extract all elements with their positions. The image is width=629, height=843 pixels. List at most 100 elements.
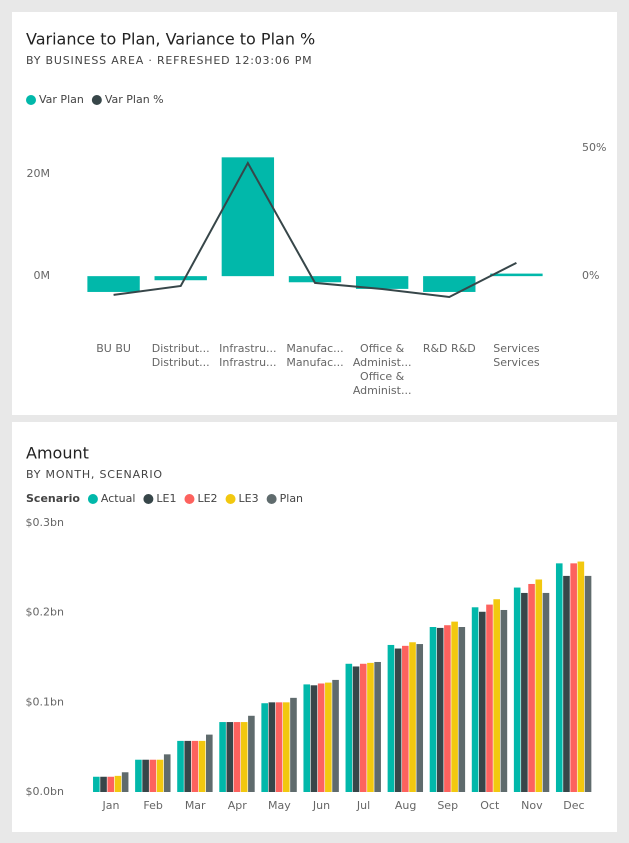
x-tick-label: Aug xyxy=(395,799,416,812)
bar xyxy=(451,621,458,792)
bar xyxy=(394,648,402,792)
bar xyxy=(219,722,226,792)
x-tick-label: Manufac... xyxy=(286,342,343,355)
bar xyxy=(226,722,234,792)
x-tick-label: Jun xyxy=(312,799,330,812)
bar xyxy=(332,679,339,792)
y-tick-label: 20M xyxy=(27,167,51,180)
bar xyxy=(93,776,100,792)
bar xyxy=(402,645,409,792)
bar xyxy=(290,697,297,792)
bar xyxy=(458,627,466,792)
chart-title: Amount xyxy=(26,444,89,463)
bar xyxy=(310,685,318,792)
bar xyxy=(282,702,290,792)
bar xyxy=(121,772,129,792)
x-tick-label: Infrastru... xyxy=(219,356,276,369)
legend-label: LE2 xyxy=(197,492,217,505)
chart-subtitle: BY BUSINESS AREA · REFRESHED 12:03:06 PM xyxy=(26,54,312,67)
bar xyxy=(154,276,207,281)
bar xyxy=(493,599,500,792)
legend-marker xyxy=(87,494,98,504)
bar xyxy=(409,642,416,792)
legend-marker xyxy=(26,95,36,105)
x-tick-label: Sep xyxy=(437,799,458,812)
bar xyxy=(521,592,528,792)
x-tick-label: May xyxy=(268,799,291,812)
chart-title: Variance to Plan, Variance to Plan % xyxy=(26,30,315,49)
legend-marker xyxy=(184,494,195,504)
bar xyxy=(374,661,381,792)
bar xyxy=(486,604,493,792)
x-tick-label: BU BU xyxy=(96,342,131,355)
bar xyxy=(563,575,570,792)
bar xyxy=(478,611,486,792)
bar xyxy=(359,663,367,792)
x-tick-label: Distribut... xyxy=(152,356,210,369)
bar xyxy=(317,683,325,792)
x-tick-label: Mar xyxy=(185,799,206,812)
bar xyxy=(325,682,332,792)
card xyxy=(12,12,617,415)
bar xyxy=(142,759,149,792)
bar xyxy=(513,587,521,792)
bar xyxy=(87,276,140,292)
bar xyxy=(303,684,311,792)
y-tick-label: 0M xyxy=(34,269,51,282)
x-tick-label: Nov xyxy=(521,799,543,812)
bar xyxy=(221,157,275,277)
bar xyxy=(177,740,184,792)
x-tick-label: Distribut... xyxy=(152,342,210,355)
bar xyxy=(198,740,206,792)
bar xyxy=(577,561,585,792)
bar xyxy=(555,563,563,792)
bar xyxy=(240,722,248,792)
legend-marker xyxy=(225,494,236,504)
x-tick-label: R&D R&D xyxy=(423,342,476,355)
line xyxy=(113,160,517,298)
x-tick-label: Services xyxy=(493,342,540,355)
bar xyxy=(500,609,508,792)
legend-title: Scenario xyxy=(26,492,80,505)
legend-label: LE1 xyxy=(156,492,176,505)
bar xyxy=(387,644,395,792)
bar xyxy=(436,627,444,792)
bar xyxy=(352,666,360,792)
x-tick-label: Office & xyxy=(360,370,405,383)
bar xyxy=(184,740,192,792)
bar xyxy=(528,583,535,792)
bar xyxy=(490,273,543,277)
x-tick-label: Administ... xyxy=(353,384,412,397)
bar xyxy=(156,759,164,792)
bar xyxy=(471,607,479,792)
legend-label: Var Plan xyxy=(39,93,84,106)
x-tick-label: Jan xyxy=(102,799,120,812)
bar xyxy=(429,627,437,792)
x-tick-label: Oct xyxy=(480,799,500,812)
x-tick-label: Administ... xyxy=(353,356,412,369)
bar xyxy=(233,722,241,792)
bar xyxy=(542,592,550,792)
y-tick-label: $0.1bn xyxy=(26,695,64,708)
bar xyxy=(261,703,268,792)
bar xyxy=(206,734,213,792)
x-tick-label: Office & xyxy=(360,342,405,355)
y2-tick-label: 0% xyxy=(582,269,599,282)
bar xyxy=(191,740,199,792)
bar xyxy=(416,644,424,792)
bar xyxy=(444,625,451,792)
x-tick-label: Jul xyxy=(356,799,370,812)
y-tick-label: $0.3bn xyxy=(26,516,64,529)
bar xyxy=(345,663,353,792)
y-tick-label: $0.0bn xyxy=(26,785,64,798)
x-tick-label: Infrastru... xyxy=(219,342,276,355)
x-tick-label: Manufac... xyxy=(286,356,343,369)
bar xyxy=(135,759,142,792)
bar xyxy=(584,575,592,792)
chart-subtitle: BY MONTH, SCENARIO xyxy=(26,468,163,481)
bar xyxy=(355,276,409,289)
bar xyxy=(100,776,107,792)
legend-label: Plan xyxy=(280,492,303,505)
legend-marker xyxy=(91,95,102,105)
